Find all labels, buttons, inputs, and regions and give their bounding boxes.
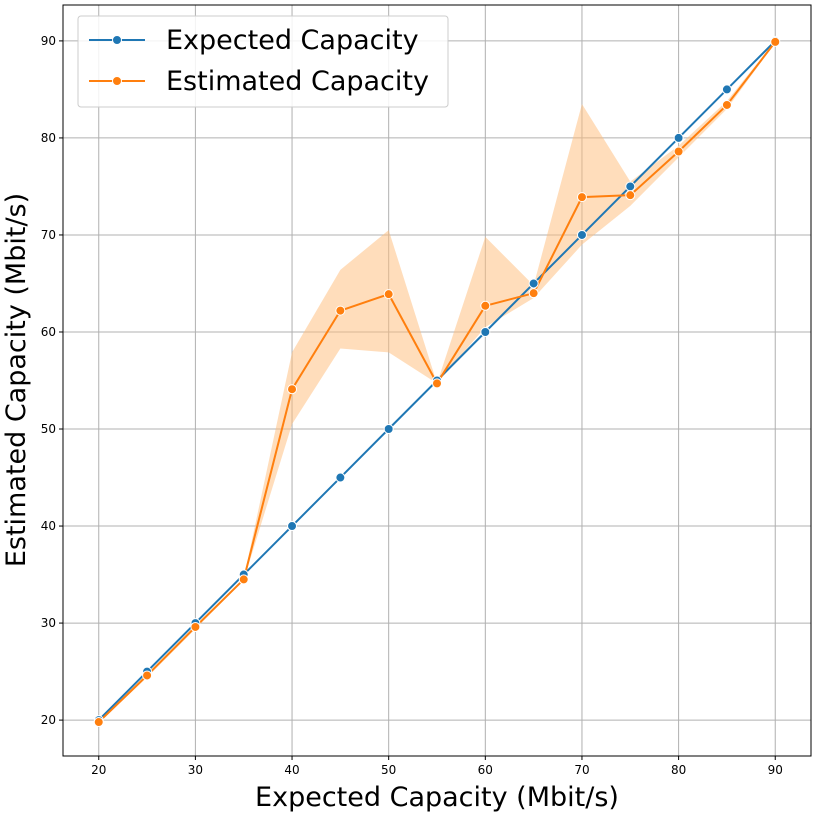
y-tick-label: 60 xyxy=(41,325,56,339)
legend-swatch-expected-marker xyxy=(112,35,122,45)
x-tick-label: 60 xyxy=(478,763,493,777)
y-tick-label: 90 xyxy=(41,34,56,48)
expected-capacity-point xyxy=(528,278,539,289)
estimated-capacity-point xyxy=(383,289,394,300)
expected-capacity-point xyxy=(383,424,394,435)
estimated-capacity-point xyxy=(142,670,153,681)
y-tick-label: 70 xyxy=(41,228,56,242)
legend-label-estimated: Estimated Capacity xyxy=(166,66,429,97)
x-axis-ticks: 20 30 40 50 60 70 80 90 xyxy=(91,756,783,777)
estimated-capacity-point xyxy=(432,378,442,389)
estimated-capacity-point xyxy=(480,300,491,311)
expected-capacity-point xyxy=(721,84,732,95)
x-tick-label: 50 xyxy=(381,763,396,777)
estimated-capacity-point xyxy=(93,717,104,728)
y-tick-label: 40 xyxy=(41,519,56,533)
expected-capacity-point xyxy=(480,326,491,337)
series-markers xyxy=(93,35,781,728)
expected-capacity-point xyxy=(576,229,587,240)
estimated-capacity-point xyxy=(625,190,636,201)
plot-frame xyxy=(62,4,812,757)
x-tick-label: 80 xyxy=(671,763,686,777)
estimated-capacity-point xyxy=(528,288,539,299)
estimated-capacity-point xyxy=(335,305,346,316)
estimated-capacity-point xyxy=(287,384,298,395)
legend-swatch-estimated-marker xyxy=(112,76,122,86)
y-tick-label: 50 xyxy=(41,422,56,436)
x-tick-label: 70 xyxy=(574,763,589,777)
legend: Expected Capacity Estimated Capacity xyxy=(77,15,449,108)
x-tick-label: 30 xyxy=(188,763,203,777)
y-tick-label: 30 xyxy=(41,616,56,630)
expected-capacity-point xyxy=(287,521,298,532)
estimated-capacity-point xyxy=(721,99,732,110)
legend-label-expected: Expected Capacity xyxy=(166,25,419,56)
y-tick-label: 20 xyxy=(41,713,56,727)
y-tick-label: 80 xyxy=(41,131,56,145)
legend-box xyxy=(77,15,449,108)
estimated-capacity-point xyxy=(576,192,587,203)
x-tick-label: 90 xyxy=(768,763,783,777)
grid-lines xyxy=(63,5,811,756)
estimated-capacity-point xyxy=(673,146,684,157)
estimated-capacity-point xyxy=(190,621,201,632)
x-axis-title: Expected Capacity (Mbit/s) xyxy=(255,782,619,813)
expected-capacity-point xyxy=(625,181,636,192)
expected-capacity-point xyxy=(335,472,346,483)
estimated-capacity-point xyxy=(238,574,249,585)
estimated-capacity-point xyxy=(770,36,781,47)
x-tick-label: 20 xyxy=(91,763,106,777)
x-tick-label: 40 xyxy=(284,763,299,777)
expected-capacity-point xyxy=(673,132,684,143)
y-axis-ticks: 20 30 40 50 60 70 80 90 xyxy=(41,34,63,727)
y-axis-title: Estimated Capacity (Mbit/s) xyxy=(1,193,32,567)
